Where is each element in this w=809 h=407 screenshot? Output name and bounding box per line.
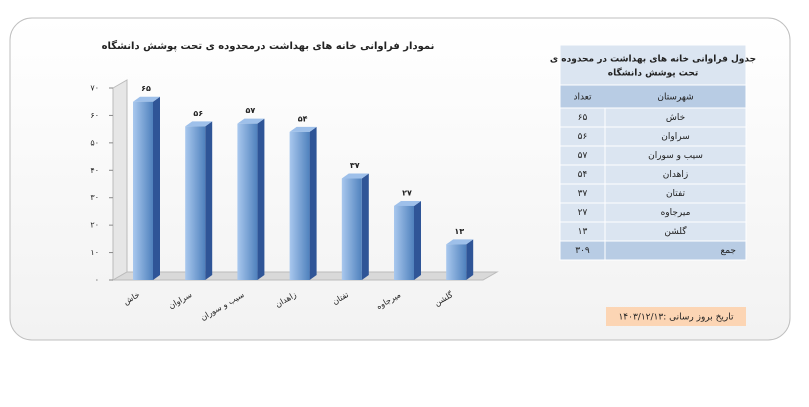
cell: تفتان: [666, 189, 686, 199]
bar-side: [205, 121, 213, 281]
cell: ۲۷: [578, 208, 588, 218]
row: [559, 126, 747, 147]
bar-side: [309, 126, 317, 280]
cell: زاهدان: [663, 170, 688, 180]
chart-title: نمودار فراوانی خانه های بهداشت درمحدوده …: [102, 39, 435, 52]
bar-side: [153, 96, 160, 280]
value-label: ۳۷: [350, 161, 360, 170]
y-tick-label: ۳۰: [90, 193, 99, 202]
bar-side: [361, 173, 369, 280]
bar-side: [257, 118, 265, 281]
bar: [289, 131, 310, 280]
bar-top: [237, 118, 265, 124]
row: [559, 183, 747, 204]
bar: [341, 178, 362, 280]
bar-top: [394, 200, 421, 206]
value-label: ۶۵: [141, 84, 151, 93]
bar-top: [289, 126, 317, 132]
table-title: جدول فراوانی خانه های بهداشت در محدوده ی: [550, 55, 756, 65]
value-label: ۱۳: [454, 227, 464, 236]
cell: میرجاوه: [661, 208, 691, 218]
bar: [133, 101, 153, 280]
table-title-bg: [559, 44, 747, 86]
bar: [185, 126, 206, 281]
row: [559, 221, 747, 242]
cell: گلشن: [664, 225, 687, 237]
value-label: ۵۴: [298, 114, 308, 123]
header-cell: شهرستان: [657, 93, 693, 103]
cell: خاش: [666, 113, 685, 123]
value-label: ۵۶: [193, 109, 203, 118]
bar-top: [133, 96, 160, 102]
cell: جمع: [720, 246, 736, 256]
cell: ۵۶: [578, 132, 588, 142]
bar-side: [414, 200, 421, 280]
update-note: تاریخ بروز رسانی :۱۴۰۳/۱۲/۱۳: [618, 313, 734, 323]
cell: سراوان: [661, 132, 689, 142]
table-title: تحت پوشش دانشگاه: [608, 67, 698, 79]
y-tick-label: ۴۰: [90, 166, 99, 175]
header-cell: تعداد: [573, 93, 592, 103]
y-tick-label: ۱۰: [90, 248, 99, 257]
cell: ۵۷: [578, 151, 588, 161]
back-wall: [112, 79, 128, 281]
update-box: [606, 307, 746, 326]
bar: [394, 205, 414, 280]
y-tick-label: ۶۰: [90, 111, 99, 120]
cell: ۳۰۹: [575, 246, 590, 256]
bar: [237, 123, 258, 281]
y-tick-label: ۰: [95, 276, 99, 285]
cell: سیب و سوران: [648, 151, 703, 161]
cell: ۳۷: [578, 189, 588, 199]
row: [559, 164, 747, 185]
bar-top: [185, 121, 213, 127]
y-tick-label: ۲۰: [90, 221, 99, 230]
value-label: ۵۷: [246, 106, 256, 115]
cell: ۱۳: [578, 227, 588, 237]
bar-top: [446, 239, 474, 245]
y-tick-label: ۷۰: [90, 84, 99, 93]
y-tick-label: ۵۰: [90, 138, 99, 147]
cell: ۵۴: [578, 170, 588, 180]
row: [559, 202, 747, 223]
cell: ۶۵: [578, 113, 588, 123]
total-row: [559, 240, 747, 261]
row: [559, 107, 747, 128]
table: شهرستان تعداد خاش ۶۵ سراوان ۵۶ سیب و سوران ۵۷ زا…: [559, 84, 747, 261]
value-label: ۲۷: [402, 188, 412, 197]
bar-top: [341, 173, 369, 179]
bar: [446, 244, 467, 280]
bar-side: [466, 239, 474, 280]
